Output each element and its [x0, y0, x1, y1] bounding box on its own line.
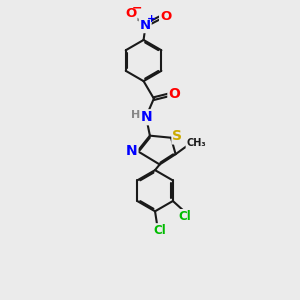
Text: −: − [132, 2, 142, 15]
Text: O: O [168, 87, 180, 101]
Text: N: N [126, 144, 137, 158]
Text: +: + [147, 14, 156, 25]
Text: S: S [172, 129, 182, 143]
Text: Cl: Cl [178, 210, 191, 223]
Text: N: N [140, 19, 151, 32]
Text: O: O [160, 10, 171, 22]
Text: CH₃: CH₃ [186, 138, 206, 148]
Text: H: H [130, 110, 140, 120]
Text: O: O [125, 7, 136, 20]
Text: N: N [141, 110, 153, 124]
Text: Cl: Cl [153, 224, 166, 237]
